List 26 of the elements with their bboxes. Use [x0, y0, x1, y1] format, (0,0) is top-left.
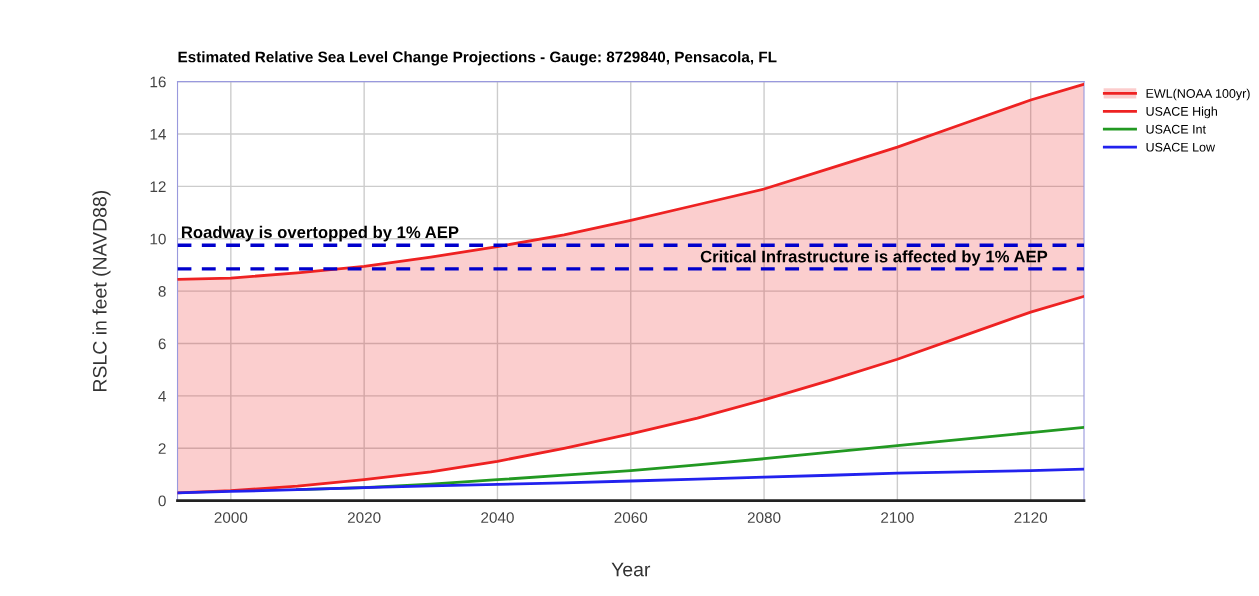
- ref-line-label: Critical Infrastructure is affected by 1% AEP: [700, 250, 1048, 266]
- y-tick-label: 2: [158, 443, 166, 454]
- y-tick-label: 16: [150, 76, 166, 88]
- x-tick-label: 2100: [881, 512, 914, 523]
- ref-line-label: Roadway is overtopped by 1% AEP: [181, 225, 459, 242]
- line-series: [177, 467, 1084, 495]
- y-tick-label: 0: [158, 495, 166, 507]
- x-tick-label: 2000: [214, 512, 248, 523]
- x-tick-label: 2020: [347, 512, 381, 523]
- legend-label: EWL(NOAA 100yr): [1146, 88, 1250, 101]
- legend-label: USACE Int: [1146, 124, 1206, 134]
- y-tick-label: 4: [158, 390, 166, 402]
- y-tick-label: 6: [158, 338, 166, 350]
- chart-title: Estimated Relative Sea Level Change Projections - Gauge: 8729840, Pensacola, FL: [178, 51, 777, 66]
- x-tick-label: 2060: [614, 512, 648, 523]
- y-tick-label: 8: [158, 286, 166, 297]
- legend-label: USACE Low: [1146, 142, 1216, 152]
- y-axis-title: RSLC in feet (NAVD88): [92, 190, 111, 391]
- y-tick-label: 14: [150, 129, 166, 140]
- legend-label: USACE High: [1146, 106, 1217, 119]
- x-tick-label: 2080: [747, 512, 781, 523]
- y-tick-label: 10: [150, 233, 166, 245]
- x-tick-label: 2120: [1014, 512, 1048, 523]
- x-tick-label: 2040: [481, 512, 514, 523]
- y-tick-label: 12: [150, 181, 166, 192]
- x-axis-title: Year: [611, 562, 651, 577]
